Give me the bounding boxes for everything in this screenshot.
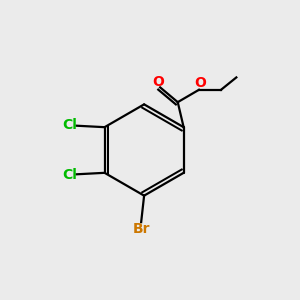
Text: Br: Br xyxy=(132,222,150,236)
Text: O: O xyxy=(194,76,206,90)
Text: Cl: Cl xyxy=(63,168,78,182)
Text: O: O xyxy=(153,75,165,89)
Text: Cl: Cl xyxy=(63,118,78,132)
